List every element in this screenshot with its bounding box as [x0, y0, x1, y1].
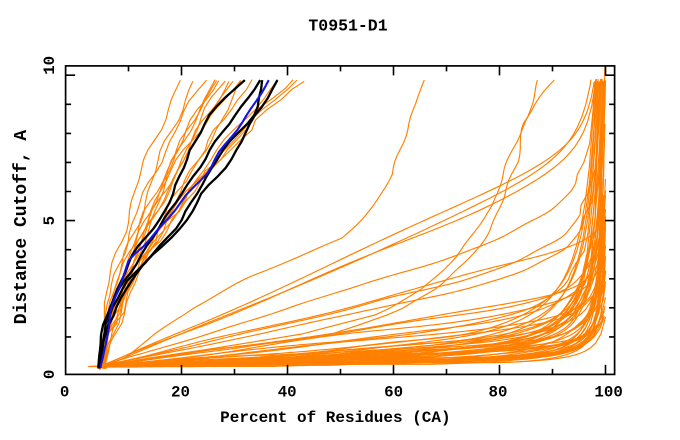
svg-text:80: 80 [489, 383, 508, 401]
svg-text:0: 0 [60, 383, 69, 401]
svg-text:100: 100 [594, 383, 622, 401]
svg-text:60: 60 [384, 383, 403, 401]
svg-text:Distance Cutoff, A: Distance Cutoff, A [12, 130, 32, 325]
svg-text:10: 10 [41, 56, 59, 75]
svg-text:T0951-D1: T0951-D1 [308, 17, 387, 36]
svg-text:Percent of Residues (CA): Percent of Residues (CA) [220, 409, 450, 427]
svg-text:20: 20 [171, 383, 190, 401]
svg-text:0: 0 [41, 370, 59, 379]
svg-text:5: 5 [41, 216, 59, 225]
svg-text:40: 40 [278, 383, 297, 401]
